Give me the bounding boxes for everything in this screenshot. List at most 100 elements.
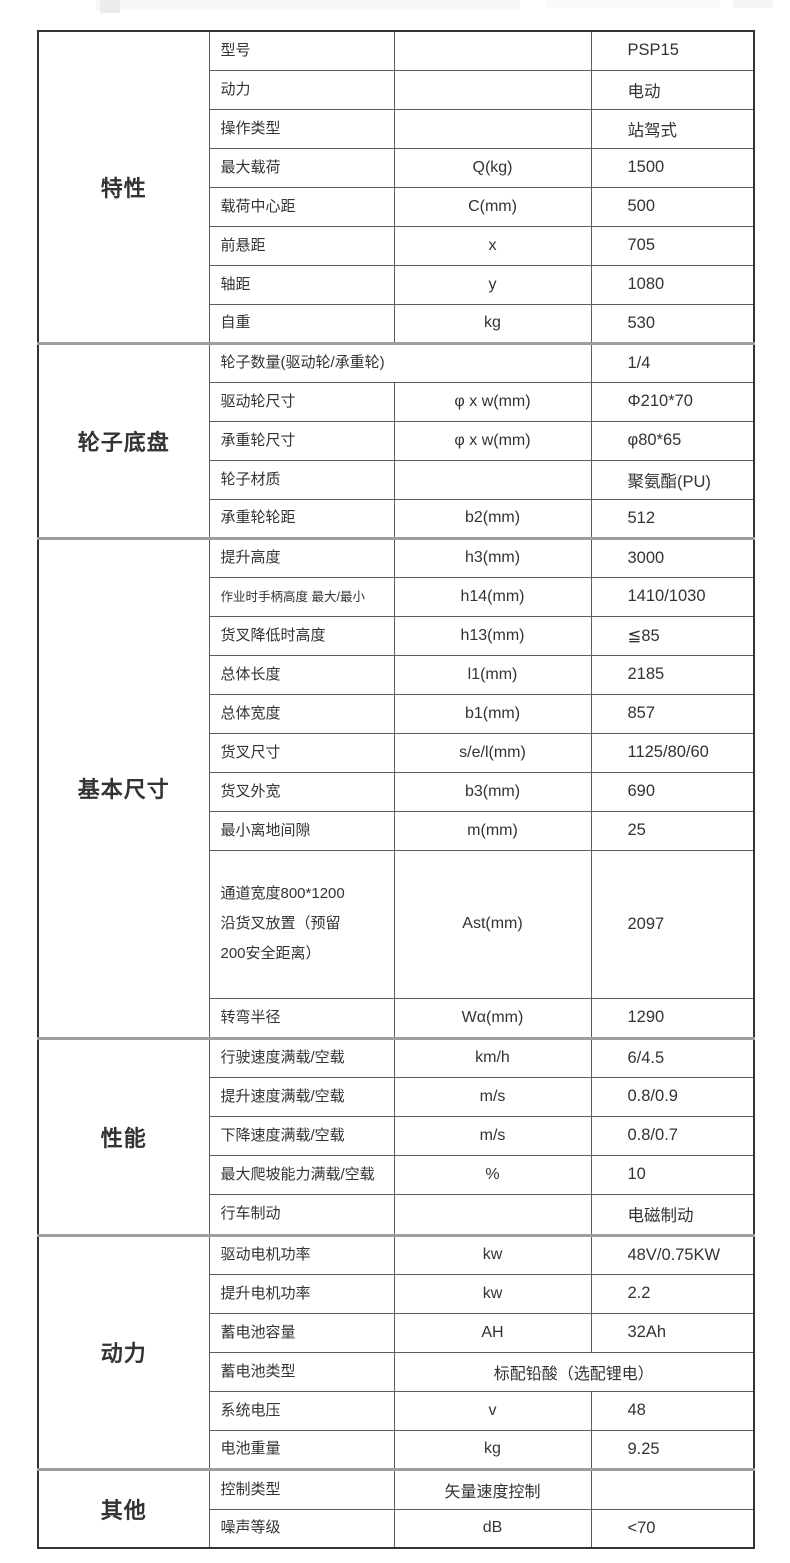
spec-label-cell: 货叉尺寸 [208,732,395,773]
spec-value-cell: 48 [590,1390,755,1431]
spec-label-cell: 总体宽度 [208,693,395,734]
table-row: 最大爬坡能力满载/空载% 10 [38,1154,755,1195]
section-header-cell: 特性 [37,30,210,344]
spec-value-cell: 标配铅酸（选配锂电） [393,1351,755,1392]
spec-table-body: 特性 型号 PSP15 动力 电动 操作类型 站驾式 最大载荷 Q(kg) 1500 载荷中心距 C(… [37,30,755,1549]
spec-value-cell: 690 [590,771,755,812]
spec-label-cell: 蓄电池容量 [208,1312,395,1353]
spec-symbol-cell [393,459,592,500]
spec-value-cell: 25 [590,810,755,851]
spec-label-cell: 型号 [208,30,395,71]
table-row: 噪声等级 dB <70 [38,1508,755,1549]
table-row: 通道宽度800*1200 沿货叉放置（预留 200安全距离） Ast(mm) 209… [38,849,755,999]
spec-value-cell: 1080 [590,264,755,305]
table-row: 承重轮轮距 b2(mm) 512 [38,498,755,539]
spec-symbol-cell [393,108,592,149]
spec-value-cell: 3000 [590,536,755,578]
spec-label-cell: 承重轮尺寸 [208,420,395,461]
spec-sheet: 特性 型号 PSP15 动力 电动 操作类型 站驾式 最大载荷 Q(kg) 1500 载荷中心距 C(… [37,30,755,1549]
spec-value-cell: 2097 [590,849,755,999]
spec-label-cell: 蓄电池类型 [208,1351,395,1392]
spec-label-cell: 提升高度 [208,536,395,578]
table-row: 性能 行驶速度满载/空载 km/h 6/4.5 [37,1036,755,1236]
spec-value-cell: 2185 [590,654,755,695]
table-row: 前悬距 x 705 [38,225,755,266]
spec-symbol-cell: Ast(mm) [393,849,592,999]
table-row: 动力 驱动电机功率 kw 48V/0.75KW [37,1233,755,1470]
spec-symbol-cell: φ x w(mm) [393,381,592,422]
spec-label-cell: 驱动电机功率 [208,1233,395,1275]
spec-value-cell: 705 [590,225,755,266]
spec-value-cell: 9.25 [590,1429,755,1470]
section-header-cell: 基本尺寸 [37,536,210,1039]
table-row: 蓄电池容量 AH 32Ah [38,1312,755,1353]
spec-symbol-cell: dB [393,1508,592,1549]
spec-label-cell: 总体长度 [208,654,395,695]
table-row: 轮子底盘 轮子数量(驱动轮/承重轮) 1/4 [37,341,755,539]
spec-symbol-cell: kw [393,1233,592,1275]
spec-label-cell: 行驶速度满载/空载 [208,1036,395,1078]
spec-label-cell: 轴距 [208,264,395,305]
spec-value-cell: 聚氨酯(PU) [590,459,755,500]
spec-symbol-cell: m/s [393,1076,592,1117]
spec-symbol-cell: AH [393,1312,592,1353]
table-row: 基本尺寸 提升高度 h3(mm) 3000 [37,536,755,1039]
spec-symbol-cell: 矢量速度控制 [393,1467,592,1510]
spec-symbol-cell: kg [393,1429,592,1470]
table-row: 承重轮尺寸 φ x w(mm) φ80*65 [38,420,755,461]
table-row: 货叉尺寸 s/e/l(mm) 1125/80/60 [38,732,755,773]
spec-value-cell: 6/4.5 [590,1036,755,1078]
spec-value-cell: 500 [590,186,755,227]
spec-label-cell: 最大爬坡能力满载/空载 [208,1154,395,1195]
spec-label-cell: 系统电压 [208,1390,395,1431]
spec-symbol-cell: h13(mm) [393,615,592,656]
section-header-cell: 轮子底盘 [37,341,210,539]
table-row: 总体长度 l1(mm) 2185 [38,654,755,695]
spec-label-cell: 行车制动 [208,1193,395,1236]
spec-value-cell: 512 [590,498,755,539]
spec-label-cell: 操作类型 [208,108,395,149]
spec-symbol-cell: C(mm) [393,186,592,227]
spec-label-cell: 轮子材质 [208,459,395,500]
section-header-cell: 动力 [37,1233,210,1470]
page-top-remnant [0,0,790,14]
table-row: 特性 型号 PSP15 [37,30,755,344]
table-row: 提升速度满载/空载 m/s 0.8/0.9 [38,1076,755,1117]
spec-symbol-cell: Wα(mm) [393,997,592,1039]
spec-value-cell [590,1467,755,1510]
table-row: 提升电机功率 kw 2.2 [38,1273,755,1314]
spec-symbol-cell: % [393,1154,592,1195]
spec-label-cell: 下降速度满载/空载 [208,1115,395,1156]
spec-symbol-cell: m(mm) [393,810,592,851]
spec-symbol-cell: s/e/l(mm) [393,732,592,773]
remnant-strip [96,0,520,10]
spec-value-cell: 0.8/0.7 [590,1115,755,1156]
table-row: 系统电压 v 48 [38,1390,755,1431]
table-row: 最大载荷 Q(kg) 1500 [38,147,755,188]
spec-label-cell: 承重轮轮距 [208,498,395,539]
spec-value-cell: 32Ah [590,1312,755,1353]
table-row: 轮子材质 聚氨酯(PU) [38,459,755,500]
spec-symbol-cell: b1(mm) [393,693,592,734]
spec-label-cell: 作业时手柄高度 最大/最小 [208,576,395,617]
spec-value-cell: 530 [590,303,755,344]
table-row: 转弯半径 Wα(mm) 1290 [38,997,755,1039]
spec-value-cell: 1125/80/60 [590,732,755,773]
table-row: 操作类型 站驾式 [38,108,755,149]
spec-label-cell: 载荷中心距 [208,186,395,227]
spec-value-cell: φ80*65 [590,420,755,461]
spec-label-cell: 前悬距 [208,225,395,266]
spec-label-cell: 控制类型 [208,1467,395,1510]
spec-symbol-cell: km/h [393,1036,592,1078]
spec-label-cell: 最小离地间隙 [208,810,395,851]
spec-value-cell: 站驾式 [590,108,755,149]
spec-value-cell: Φ210*70 [590,381,755,422]
spec-symbol-cell: m/s [393,1115,592,1156]
spec-value-cell: 10 [590,1154,755,1195]
spec-symbol-cell: b3(mm) [393,771,592,812]
spec-value-cell: 电磁制动 [590,1193,755,1236]
spec-value-cell: 48V/0.75KW [590,1233,755,1275]
spec-label-cell: 动力 [208,69,395,110]
section-header-cell: 性能 [37,1036,210,1236]
spec-value-cell: 1410/1030 [590,576,755,617]
